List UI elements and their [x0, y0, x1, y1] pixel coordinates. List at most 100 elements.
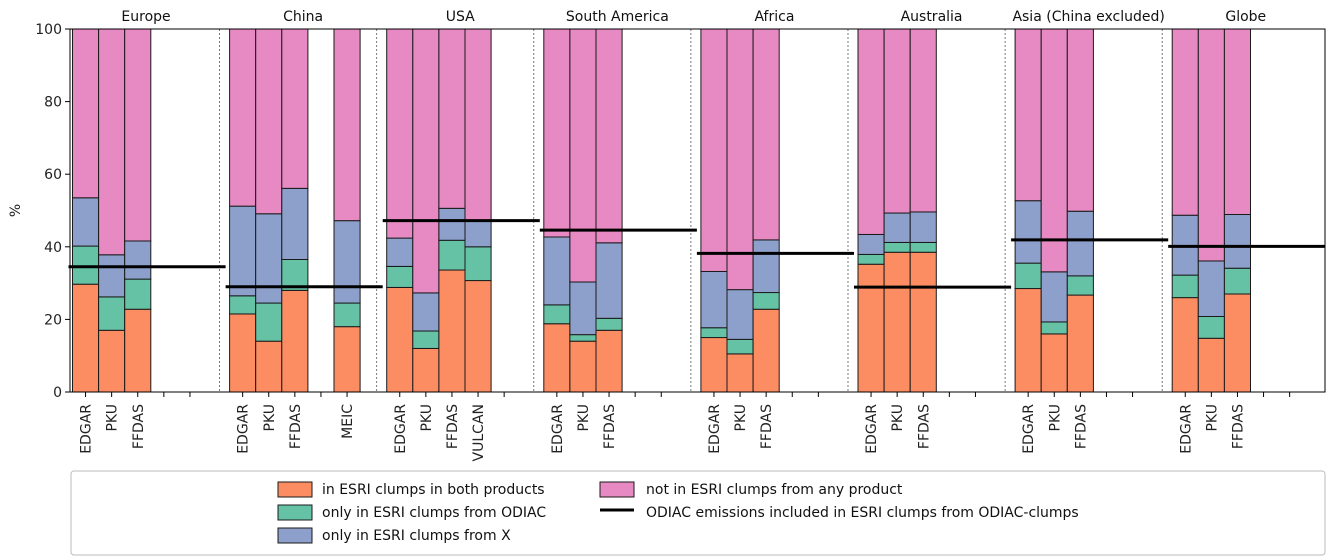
bar-usa-vulcan-x	[464, 220, 492, 248]
bar-globe-pku-odiac	[1197, 315, 1225, 339]
legend-label-line: ODIAC emissions included in ESRI clumps …	[646, 505, 1079, 521]
x-tick-label-australia-ffdas: FFDAS	[916, 404, 932, 449]
bar-asia-china-excluded-edgar-x	[1014, 200, 1042, 264]
legend-swatch-odiac	[277, 504, 313, 521]
bar-china-meic-both	[333, 326, 361, 393]
bar-china-pku-both	[255, 340, 283, 393]
bar-asia-china-excluded-edgar-both	[1014, 288, 1042, 393]
bar-africa-ffdas-both	[752, 308, 780, 393]
x-tick-label-china-edgar: EDGAR	[236, 404, 252, 454]
y-tick-label: 80	[44, 95, 62, 111]
legend-label-none: not in ESRI clumps from any product	[646, 482, 903, 498]
x-tick-label-usa-edgar: EDGAR	[393, 404, 409, 454]
x-tick-label-south-america-edgar: EDGAR	[550, 404, 566, 454]
bar-globe-edgar-odiac	[1171, 274, 1199, 299]
bar-usa-pku-none	[412, 28, 440, 294]
legend-swatch-none	[599, 481, 635, 498]
region-title-africa: Africa	[754, 9, 794, 25]
bar-usa-ffdas-none	[438, 28, 466, 209]
x-tick-label-australia-pku: PKU	[890, 404, 906, 432]
bar-globe-pku-x	[1197, 260, 1225, 317]
x-tick-label-africa-ffdas: FFDAS	[759, 404, 775, 449]
bar-south-america-edgar-both	[543, 323, 571, 393]
legend-label-both: in ESRI clumps in both products	[322, 482, 545, 498]
x-tick-label-asia-china-excluded-edgar: EDGAR	[1021, 404, 1037, 454]
bar-globe-edgar-none	[1171, 28, 1199, 216]
bar-europe-pku-both	[98, 329, 126, 393]
bar-usa-ffdas-odiac	[438, 239, 466, 271]
bar-china-pku-odiac	[255, 302, 283, 342]
bar-china-pku-x	[255, 213, 283, 304]
x-tick-label-globe-edgar: EDGAR	[1178, 404, 1194, 454]
region-title-china: China	[283, 9, 323, 25]
bar-europe-ffdas-x	[124, 240, 152, 280]
bar-south-america-ffdas-x	[595, 242, 623, 319]
plot-frame	[69, 28, 1326, 393]
region-title-europe: Europe	[121, 9, 170, 25]
bar-australia-ffdas-odiac	[909, 241, 937, 253]
bar-europe-pku-odiac	[98, 296, 126, 331]
bar-china-ffdas-odiac	[281, 259, 309, 291]
bar-china-meic-x	[333, 220, 361, 304]
x-tick-label-usa-ffdas: FFDAS	[445, 404, 461, 449]
odiac-lines-layer	[68, 219, 1326, 289]
bar-usa-edgar-x	[386, 237, 414, 267]
bar-south-america-pku-none	[569, 28, 597, 283]
bar-africa-edgar-x	[700, 270, 728, 329]
bar-usa-vulcan-both	[464, 280, 492, 393]
bar-africa-ffdas-x	[752, 239, 780, 294]
bar-china-edgar-both	[229, 313, 257, 393]
bar-europe-ffdas-none	[124, 28, 152, 242]
bar-africa-pku-both	[726, 353, 754, 393]
bar-china-meic-odiac	[333, 302, 361, 328]
bar-europe-ffdas-both	[124, 308, 152, 393]
bar-australia-ffdas-none	[909, 28, 937, 213]
bar-australia-ffdas-both	[909, 251, 937, 393]
legend-label-x: only in ESRI clumps from X	[322, 528, 511, 544]
bar-china-ffdas-none	[281, 28, 309, 189]
bar-usa-ffdas-both	[438, 269, 466, 393]
bar-globe-ffdas-none	[1223, 28, 1252, 215]
bar-usa-vulcan-odiac	[464, 246, 492, 282]
x-tick-label-china-ffdas: FFDAS	[288, 404, 304, 449]
region-title-asia-china-excluded: Asia (China excluded)	[1012, 9, 1164, 25]
bar-south-america-pku-both	[569, 340, 597, 393]
bar-china-edgar-none	[229, 28, 257, 207]
bar-africa-ffdas-none	[752, 28, 780, 241]
bar-asia-china-excluded-ffdas-both	[1066, 294, 1094, 393]
bar-asia-china-excluded-pku-both	[1040, 333, 1068, 393]
y-tick-label: 100	[35, 22, 62, 38]
bar-china-edgar-odiac	[229, 295, 257, 315]
x-tick-label-europe-ffdas: FFDAS	[131, 404, 147, 449]
x-tick-label-africa-pku: PKU	[733, 404, 749, 432]
region-title-south-america: South America	[566, 9, 669, 25]
bar-australia-pku-x	[883, 212, 911, 243]
x-tick-label-europe-edgar: EDGAR	[79, 404, 95, 454]
y-tick-label: 40	[44, 240, 62, 256]
bar-australia-edgar-x	[857, 233, 885, 255]
x-tick-label-asia-china-excluded-ffdas: FFDAS	[1073, 404, 1089, 449]
bar-south-america-ffdas-both	[595, 329, 623, 393]
bar-china-edgar-x	[229, 205, 257, 297]
x-tick-label-usa-vulcan: VULCAN	[471, 404, 487, 461]
x-tick-label-globe-pku: PKU	[1204, 404, 1220, 432]
region-title-globe: Globe	[1225, 9, 1266, 25]
bar-africa-pku-odiac	[726, 338, 754, 355]
bar-europe-edgar-odiac	[72, 245, 100, 285]
x-tick-label-globe-ffdas: FFDAS	[1230, 404, 1246, 449]
x-tick-label-south-america-pku: PKU	[576, 404, 592, 432]
bar-asia-china-excluded-edgar-odiac	[1014, 262, 1042, 290]
bar-south-america-edgar-none	[543, 28, 571, 238]
bar-australia-pku-odiac	[883, 241, 911, 253]
bar-globe-pku-both	[1197, 337, 1225, 393]
bar-europe-edgar-x	[72, 197, 100, 247]
bar-africa-edgar-none	[700, 28, 728, 272]
bar-europe-edgar-both	[72, 283, 100, 393]
legend-box	[70, 470, 1326, 556]
y-tick-label: 20	[44, 312, 62, 328]
bar-asia-china-excluded-pku-odiac	[1040, 321, 1068, 335]
bar-usa-pku-both	[412, 347, 440, 393]
bar-africa-edgar-odiac	[700, 327, 728, 339]
bar-asia-china-excluded-pku-x	[1040, 271, 1068, 323]
